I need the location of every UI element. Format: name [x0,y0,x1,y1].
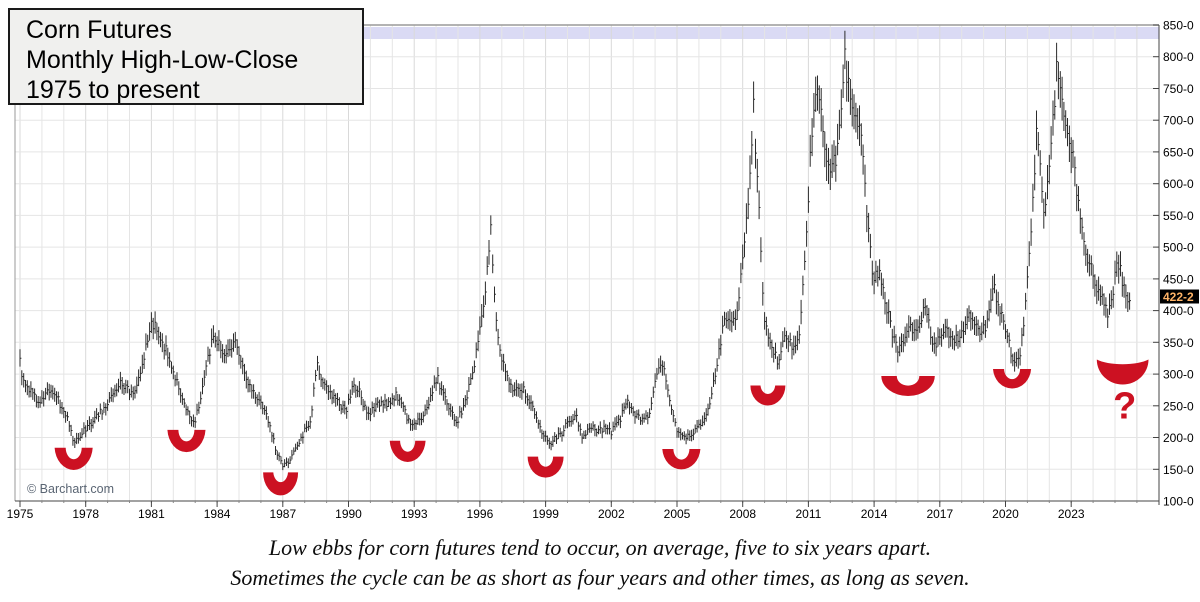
svg-text:1975: 1975 [7,507,34,521]
svg-text:1996: 1996 [467,507,494,521]
svg-text:422-2: 422-2 [1163,290,1194,304]
svg-text:2005: 2005 [664,507,691,521]
svg-text:1993: 1993 [401,507,428,521]
svg-text:150-0: 150-0 [1163,463,1194,477]
svg-text:250-0: 250-0 [1163,399,1194,413]
chart-title-box: Corn Futures Monthly High-Low-Close 1975… [8,8,364,105]
barchart-watermark: © Barchart.com [27,482,115,496]
svg-text:450-0: 450-0 [1163,272,1194,286]
time-axis: 1975 1978 1981 1984 1987 1990 1993 1996 1999 2002… [7,501,1138,521]
svg-text:350-0: 350-0 [1163,336,1194,350]
price-chart-canvas: ? 1975 1978 1981 1984 1987 1990 1993 1996 1999 200… [7,19,1199,521]
svg-text:2011: 2011 [795,507,821,521]
price-axis: 850-0 800-0 750-0 700-0 650-0 600-0 550-0 500-0… [1153,19,1194,509]
svg-text:2020: 2020 [992,507,1019,521]
svg-text:400-0: 400-0 [1163,304,1194,318]
svg-text:800-0: 800-0 [1163,50,1194,64]
svg-text:700-0: 700-0 [1163,114,1194,128]
svg-text:300-0: 300-0 [1163,368,1194,382]
svg-text:500-0: 500-0 [1163,241,1194,255]
svg-text:650-0: 650-0 [1163,145,1194,159]
svg-text:1978: 1978 [72,507,99,521]
svg-text:850-0: 850-0 [1163,19,1194,33]
chart-title-line3: 1975 to present [26,76,200,104]
svg-text:1999: 1999 [532,507,559,521]
svg-text:100-0: 100-0 [1163,495,1194,509]
chart-title-line2: Monthly High-Low-Close [26,46,299,74]
svg-text:1987: 1987 [269,507,296,521]
chart-title-line1: Corn Futures [26,16,172,44]
svg-text:1981: 1981 [138,507,165,521]
svg-text:1990: 1990 [335,507,362,521]
cycle-low-arcs: ? [54,359,1149,496]
svg-text:550-0: 550-0 [1163,209,1194,223]
last-price-marker: 422-2 [1160,289,1199,304]
caption-line2: Sometimes the cycle can be as short as f… [230,565,970,590]
hlc-bars [19,30,1131,471]
chart-caption: Low ebbs for corn futures tend to occur,… [0,533,1200,593]
svg-text:200-0: 200-0 [1163,431,1194,445]
svg-text:750-0: 750-0 [1163,82,1194,96]
svg-text:2008: 2008 [729,507,756,521]
svg-text:2014: 2014 [861,507,888,521]
svg-text:1984: 1984 [204,507,231,521]
next-low-question-mark: ? [1113,386,1136,428]
caption-line1: Low ebbs for corn futures tend to occur,… [268,535,932,560]
svg-text:2002: 2002 [598,507,625,521]
svg-text:2023: 2023 [1058,507,1085,521]
svg-text:2017: 2017 [926,507,953,521]
svg-text:600-0: 600-0 [1163,177,1194,191]
